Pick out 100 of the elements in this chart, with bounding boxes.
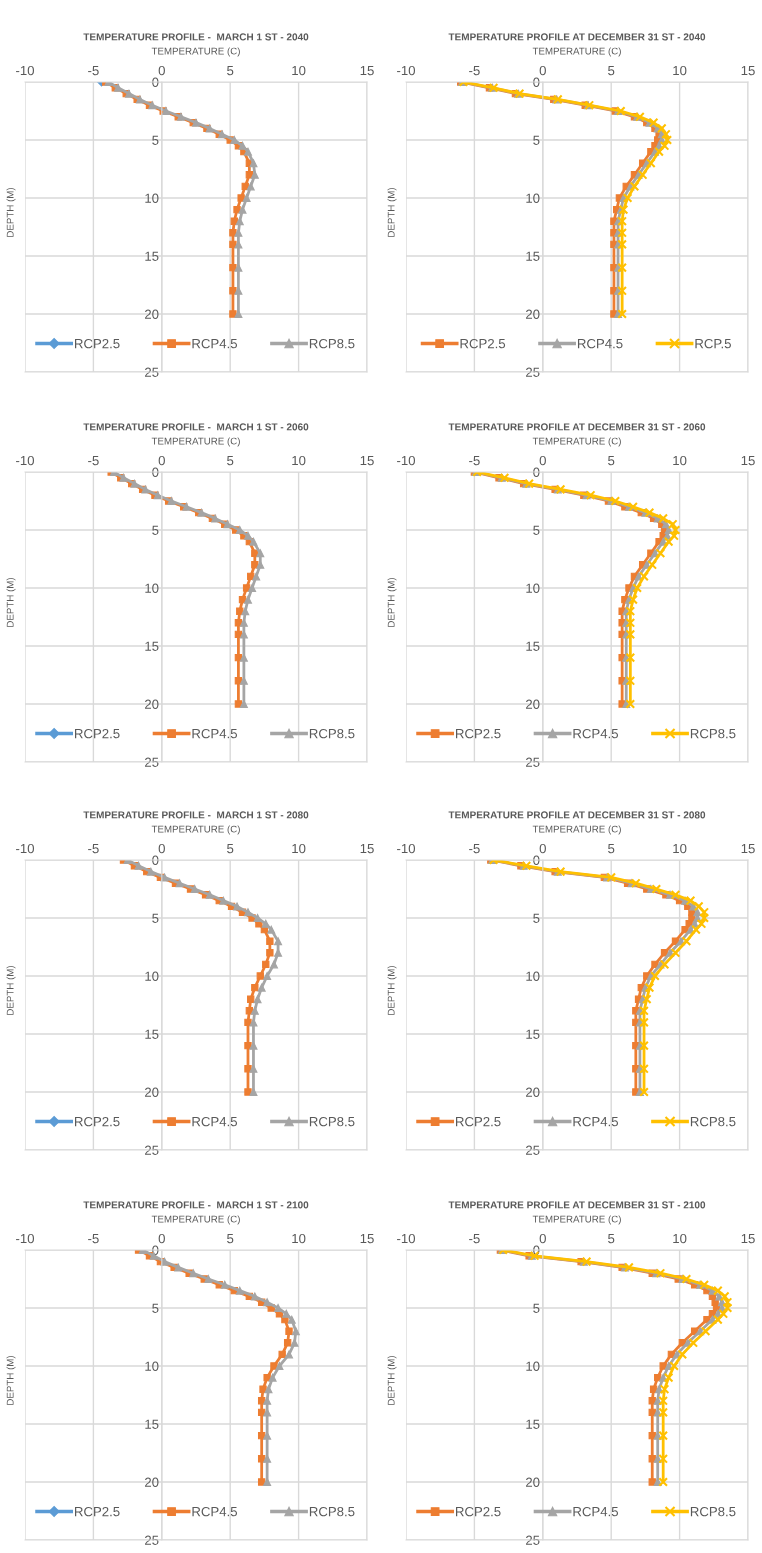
y-tick-label: 10 — [145, 583, 159, 593]
legend-label: RCP4.5 — [192, 728, 238, 739]
y-axis-title: DEPTH (M) — [6, 965, 16, 1015]
x-tick-label: 5 — [227, 456, 234, 466]
legend-label: RCP8.5 — [309, 1116, 355, 1127]
legend-label: RCP2.5 — [75, 338, 120, 349]
chart-title: TEMPERATURE PROFILE AT DECEMBER 31 ST - 2100 — [448, 1201, 706, 1209]
chart-title: TEMPERATURE PROFILE AT DECEMBER 31 ST - 2040 — [448, 33, 706, 41]
y-axis-title: DEPTH (M) — [387, 965, 397, 1015]
x-tick-label: 5 — [608, 66, 615, 76]
y-tick-label: 5 — [152, 135, 159, 145]
y-tick-label: 20 — [145, 1477, 159, 1487]
chart-title: TEMPERATURE PROFILE AT DECEMBER 31 ST - 2080 — [448, 811, 706, 819]
x-tick-label: 5 — [608, 844, 615, 854]
x-tick-label: 15 — [360, 1234, 374, 1244]
y-axis-title: DEPTH (M) — [6, 187, 16, 237]
y-tick-label: 15 — [526, 1029, 540, 1039]
y-tick-label: 10 — [526, 583, 540, 593]
legend-label: RCP4.5 — [577, 338, 623, 349]
y-tick-label: 20 — [526, 1477, 540, 1487]
y-tick-label: 25 — [145, 757, 159, 767]
y-tick-label: 10 — [145, 971, 159, 981]
y-axis-title: DEPTH (M) — [387, 187, 397, 237]
legend-label: RCP2.5 — [456, 1506, 501, 1517]
x-tick-label: 15 — [360, 66, 374, 76]
y-tick-label: 5 — [152, 1303, 159, 1313]
legend-label: RCP2.5 — [75, 728, 120, 739]
x-tick-label: 15 — [741, 456, 755, 466]
x-axis-title: TEMPERATURE (C) — [151, 825, 240, 835]
x-tick-label: 10 — [673, 843, 687, 854]
chart-title: TEMPERATURE PROFILE AT DECEMBER 31 ST - 2060 — [448, 423, 706, 431]
y-tick-label: 0 — [152, 467, 159, 477]
x-tick-label: 15 — [741, 844, 755, 854]
x-tick-label: -5 — [469, 1234, 480, 1244]
y-tick-label: 5 — [533, 135, 540, 145]
x-tick-label: 10 — [673, 455, 687, 466]
legend-label: RCP8.5 — [309, 728, 355, 739]
y-tick-label: 20 — [526, 309, 540, 319]
x-tick-label: 10 — [292, 65, 306, 76]
x-tick-label: 15 — [741, 1234, 755, 1244]
x-tick-label: 5 — [227, 66, 234, 76]
x-axis-title: TEMPERATURE (C) — [151, 1215, 240, 1225]
x-axis-title: TEMPERATURE (C) — [532, 1215, 621, 1225]
y-tick-label: 0 — [152, 77, 159, 87]
y-tick-label: 15 — [145, 1419, 159, 1429]
legend-label: RCP4.5 — [573, 728, 619, 739]
y-tick-label: 20 — [526, 699, 540, 709]
x-tick-label: -5 — [88, 66, 99, 76]
y-axis-title: DEPTH (M) — [6, 1355, 16, 1405]
x-tick-label: 15 — [360, 456, 374, 466]
y-tick-label: 5 — [152, 525, 159, 535]
chart-title: TEMPERATURE PROFILE - MARCH 1 ST - 2060 — [83, 423, 309, 431]
x-tick-label: -5 — [469, 66, 480, 76]
x-tick-label: -5 — [88, 844, 99, 854]
y-tick-label: 15 — [145, 1029, 159, 1039]
legend-label: RCP2.5 — [75, 1506, 120, 1517]
x-tick-label: 15 — [741, 66, 755, 76]
chart-title: TEMPERATURE PROFILE - MARCH 1 ST - 2100 — [83, 1201, 309, 1209]
y-tick-label: 15 — [145, 251, 159, 261]
x-tick-label: -10 — [16, 65, 35, 76]
y-tick-label: 20 — [145, 309, 159, 319]
x-axis-title: TEMPERATURE (C) — [532, 825, 621, 835]
y-tick-label: 10 — [526, 193, 540, 203]
x-tick-label: -10 — [16, 1233, 35, 1244]
x-tick-label: -10 — [397, 65, 416, 76]
x-tick-label: 5 — [227, 844, 234, 854]
x-tick-label: -10 — [397, 843, 416, 854]
legend-label: RCP4.5 — [192, 338, 238, 349]
y-axis-title: DEPTH (M) — [387, 577, 397, 627]
legend-label: RCP2.5 — [456, 728, 501, 739]
x-axis-title: TEMPERATURE (C) — [532, 47, 621, 57]
x-tick-label: -5 — [469, 844, 480, 854]
y-tick-label: 25 — [145, 367, 159, 377]
x-tick-label: -10 — [397, 455, 416, 466]
chart-title: TEMPERATURE PROFILE - MARCH 1 ST - 2080 — [83, 811, 309, 819]
y-tick-label: 10 — [526, 1361, 540, 1371]
y-tick-label: 25 — [526, 1535, 540, 1545]
x-tick-label: 5 — [227, 1234, 234, 1244]
y-tick-label: 5 — [533, 1303, 540, 1313]
y-tick-label: 15 — [526, 1419, 540, 1429]
y-tick-label: 25 — [145, 1145, 159, 1155]
y-tick-label: 25 — [526, 367, 540, 377]
y-tick-label: 25 — [526, 757, 540, 767]
x-tick-label: 10 — [292, 1233, 306, 1244]
legend-label: RCP8.5 — [309, 338, 355, 349]
chart-title: TEMPERATURE PROFILE - MARCH 1 ST - 2040 — [83, 33, 309, 41]
y-tick-label: 10 — [526, 971, 540, 981]
x-tick-label: 5 — [608, 1234, 615, 1244]
y-tick-label: 20 — [526, 1087, 540, 1097]
x-axis-title: TEMPERATURE (C) — [532, 437, 621, 447]
y-tick-label: 10 — [145, 1361, 159, 1371]
y-tick-label: 25 — [145, 1535, 159, 1545]
y-tick-label: 0 — [533, 855, 540, 865]
x-tick-label: 15 — [360, 844, 374, 854]
y-axis-title: DEPTH (M) — [387, 1355, 397, 1405]
y-tick-label: 5 — [533, 525, 540, 535]
legend-label: RCP8.5 — [690, 728, 736, 739]
y-tick-label: 15 — [526, 251, 540, 261]
x-axis-title: TEMPERATURE (C) — [151, 437, 240, 447]
y-tick-label: 20 — [145, 1087, 159, 1097]
